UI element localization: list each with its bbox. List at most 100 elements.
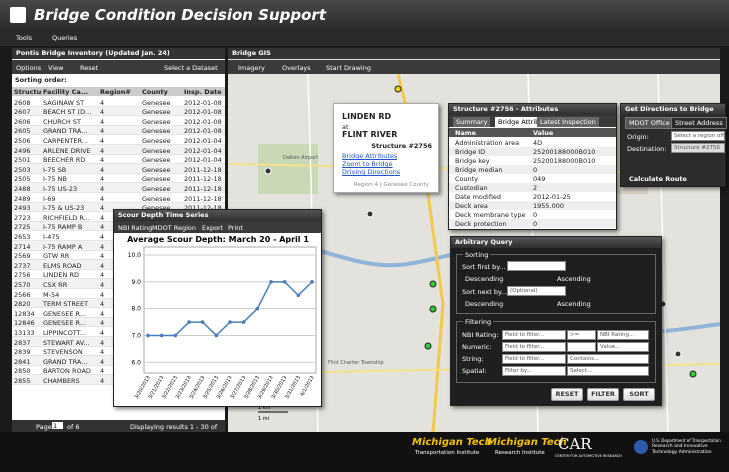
tab[interactable]: Bridge Attributes — [495, 117, 557, 127]
filter-field[interactable]: NBI Rating... — [597, 330, 649, 340]
table-cell: CHAMBERS — [43, 376, 80, 385]
bridge-pin[interactable] — [394, 85, 402, 93]
table-cell: 2012-01-04 — [184, 146, 222, 155]
query-button[interactable]: RESET — [551, 388, 583, 401]
table-cell: 4 — [100, 376, 105, 385]
table-cell: TERM STREET — [43, 300, 89, 309]
chart: Average Scour Depth: March 20 - April 1 … — [114, 233, 321, 406]
menu-button[interactable]: Reset — [80, 64, 99, 72]
tab[interactable]: Summary — [453, 117, 491, 127]
map-tool[interactable]: Overlays — [282, 64, 311, 72]
table-cell: 25200188000B010 — [533, 157, 596, 165]
popup-link[interactable]: Driving Directions — [342, 168, 401, 176]
chart-tool[interactable]: Export — [202, 224, 224, 232]
table-cell: Bridge median — [455, 166, 503, 174]
table-cell: 4 — [100, 127, 105, 136]
header: Bridge Condition Decision Support — [0, 0, 729, 30]
table-cell: 2493 — [14, 204, 31, 213]
table-cell: 4 — [100, 146, 105, 155]
directions-window: Get Directions to Bridge from... MDOT Of… — [620, 103, 727, 187]
filter-field[interactable]: Field to filter... — [502, 330, 566, 340]
table-row — [449, 156, 616, 165]
table-row[interactable] — [12, 173, 225, 184]
menu-button[interactable]: View — [48, 64, 64, 72]
popup-link[interactable]: Zoom to Bridge — [342, 160, 393, 168]
table-cell: Custodian — [455, 184, 488, 192]
page-input[interactable]: 1 — [52, 422, 63, 430]
filter-field[interactable]: Field to filter... — [502, 342, 566, 352]
radio-option[interactable]: Ascending — [557, 275, 591, 283]
map-tool[interactable]: Imagery — [238, 64, 265, 72]
field-label: Numeric: — [462, 343, 492, 351]
inventory-toolbar: Options View Reset Select a Dataset — [12, 60, 225, 74]
filter-field[interactable]: Filter by... — [502, 366, 566, 376]
dataset-button[interactable]: Select a Dataset — [164, 64, 218, 72]
popup-at: at — [342, 123, 349, 131]
table-cell: GENESEE R... — [43, 309, 87, 318]
table-cell: 4 — [100, 300, 105, 309]
filter-field[interactable]: Contains... — [567, 354, 649, 364]
bridge-pin[interactable] — [366, 210, 374, 218]
table-cell: 4 — [100, 98, 105, 107]
queries-menu[interactable]: Queries — [52, 34, 78, 42]
popup-region: Region 4 | Genesee County — [354, 182, 429, 188]
filter-field[interactable]: Value... — [597, 342, 649, 352]
bridge-pin[interactable] — [429, 305, 437, 313]
table-row[interactable] — [12, 183, 225, 193]
bridge-pin[interactable] — [424, 342, 432, 350]
menu-button[interactable]: Options — [16, 64, 42, 72]
table-cell: BEACH ST (D... — [43, 108, 92, 117]
calculate-route[interactable]: Calculate Route — [629, 175, 687, 183]
radio-option[interactable]: Descending — [465, 300, 504, 308]
table-row[interactable] — [12, 97, 225, 107]
bridge-pin[interactable] — [689, 370, 697, 378]
tab[interactable]: MDOT Office — [625, 117, 674, 129]
table-cell: 4 — [100, 184, 105, 193]
chart-tool[interactable]: NBI Rating — [118, 224, 153, 232]
table-cell: 2569 — [14, 252, 31, 261]
query-button[interactable]: SORT — [623, 388, 655, 401]
table-cell: Genesee — [142, 136, 171, 145]
data-point — [146, 333, 150, 338]
sort-select[interactable]: (Optional) — [507, 286, 566, 296]
chart-tool[interactable]: MDOT Region — [152, 224, 197, 232]
tab[interactable]: Latest Inspection — [537, 117, 599, 127]
origin-select[interactable]: Select a region office — [671, 131, 725, 141]
popup-link[interactable]: Bridge Attributes — [342, 152, 398, 160]
table-row[interactable] — [12, 125, 225, 136]
radio-option[interactable]: Ascending — [557, 300, 591, 308]
sort-select[interactable] — [507, 261, 566, 271]
filter-field[interactable] — [567, 342, 596, 352]
data-point — [282, 280, 287, 284]
bridge-pin[interactable] — [674, 350, 682, 358]
table-cell: 2566 — [14, 290, 31, 299]
window-title: Scour Depth Time Series — [114, 210, 321, 221]
tools-menu[interactable]: Tools — [16, 34, 33, 42]
filter-field[interactable]: >= — [567, 330, 596, 340]
tab[interactable]: Street Address — [671, 117, 727, 129]
logo-text: Transportation Institute — [415, 450, 480, 456]
table-row[interactable] — [12, 116, 225, 126]
table-cell: 2496 — [14, 146, 31, 155]
filter-field[interactable]: Select... — [567, 366, 649, 376]
table-cell: 2714 — [14, 242, 31, 251]
filter-field[interactable]: Field to filter... — [502, 354, 566, 364]
group-legend: Filtering — [463, 318, 494, 326]
chart-tool[interactable]: Print — [228, 224, 243, 232]
column-header: Insp. Date — [184, 88, 222, 96]
map-tool[interactable]: Start Drawing — [326, 64, 371, 72]
table-row[interactable] — [12, 164, 225, 174]
table-row[interactable] — [12, 135, 225, 145]
y-tick-label: 7.0 — [131, 332, 141, 339]
bridge-pin[interactable] — [264, 167, 272, 175]
page-label: Page — [36, 423, 52, 431]
bridge-pin[interactable] — [429, 280, 437, 288]
table-row[interactable] — [12, 193, 225, 203]
table-row[interactable] — [12, 145, 225, 155]
radio-option[interactable]: Descending — [465, 275, 504, 283]
table-row[interactable] — [12, 106, 225, 117]
query-button[interactable]: FILTER — [587, 388, 619, 401]
table-row[interactable] — [12, 154, 225, 165]
data-point — [296, 293, 301, 298]
data-point — [214, 333, 219, 338]
